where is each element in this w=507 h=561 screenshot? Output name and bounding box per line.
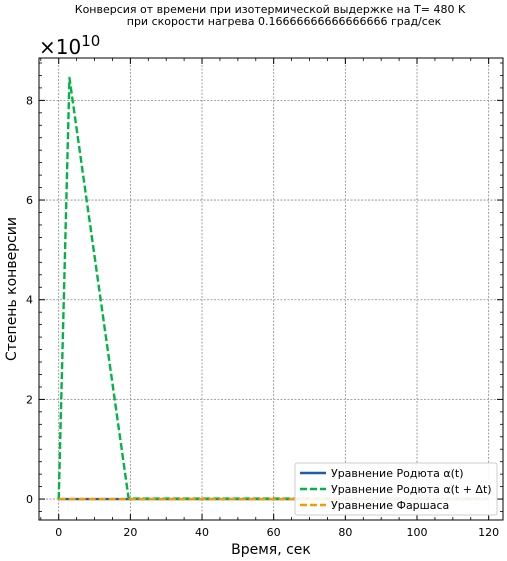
x-tick-label: 120 (478, 526, 499, 539)
x-tick-label: 20 (123, 526, 137, 539)
x-tick-label: 40 (195, 526, 209, 539)
y-tick-label: 6 (26, 194, 33, 207)
x-axis-label: Время, сек (231, 542, 311, 558)
chart-title-line-1: Конверсия от времени при изотермической … (75, 3, 466, 16)
y-offset-base: ×10 (39, 35, 81, 59)
legend-label-farshas: Уравнение Фаршаса (331, 499, 449, 512)
plot-area (39, 58, 503, 520)
y-tick-label: 8 (26, 94, 33, 107)
legend-label-rodyut-t-dt: Уравнение Родюта α(t + Δt) (331, 483, 492, 496)
svg-text:×1010: ×1010 (39, 32, 100, 59)
y-tick-label: 0 (26, 493, 33, 506)
x-tick-label: 100 (407, 526, 428, 539)
tick-labels: 0 20 40 60 80 100 120 0 2 4 6 8 (26, 94, 499, 539)
chart-title-line-2: при скорости нагрева 0.16666666666666666… (127, 15, 442, 28)
plot-frame (38, 57, 504, 521)
x-tick-label: 80 (338, 526, 352, 539)
y-tick-label: 4 (26, 294, 33, 307)
legend: Уравнение Родюта α(t) Уравнение Родюта α… (294, 462, 498, 516)
legend-label-rodyut-t: Уравнение Родюта α(t) (331, 467, 464, 480)
y-offset-label: ×1010 (39, 32, 100, 59)
legend-box (294, 462, 498, 516)
y-offset-exponent: 10 (81, 32, 100, 50)
y-axis-label: Степень конверсии (4, 217, 20, 361)
x-tick-label: 60 (267, 526, 281, 539)
axis-ticks (39, 58, 503, 520)
y-tick-label: 2 (26, 393, 33, 406)
grid (39, 58, 503, 520)
x-tick-label: 0 (55, 526, 62, 539)
